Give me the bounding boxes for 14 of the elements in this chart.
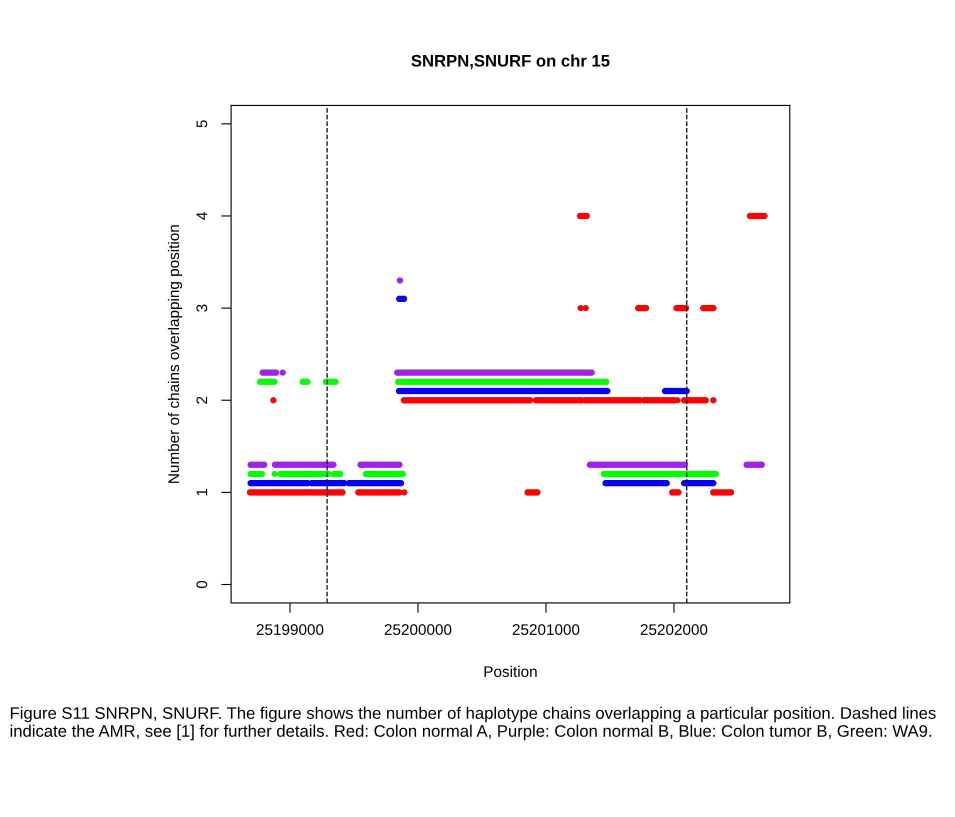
y-tick-label: 2 [196,396,208,404]
x-tick-label: 25202000 [640,624,708,635]
y-axis-title: Number of chains overlapping position [168,225,182,483]
x-tick-label: 25201000 [512,624,580,635]
caption: Figure S11 SNRPN, SNURF. The figure shows the number of haplotype chains overlapping a particular position. Dashed lines indicate the AMR, see [1] for further details. Red: Colon normal A, Purple: Colon normal B, Blue: Colon tumor B, Green: WA9. [10,706,936,740]
y-tick-label: 0 [196,580,208,588]
y-tick-label: 4 [196,212,208,220]
x-axis-title: Position [484,666,537,678]
x-tick-label: 25200000 [384,624,452,635]
y-tick-label: 1 [196,488,208,496]
x-tick-label: 25199000 [256,624,324,635]
chart-title: SNRPN,SNURF on chr 15 [411,54,610,70]
y-tick-label: 3 [196,304,208,312]
y-tick-label: 5 [196,120,208,128]
